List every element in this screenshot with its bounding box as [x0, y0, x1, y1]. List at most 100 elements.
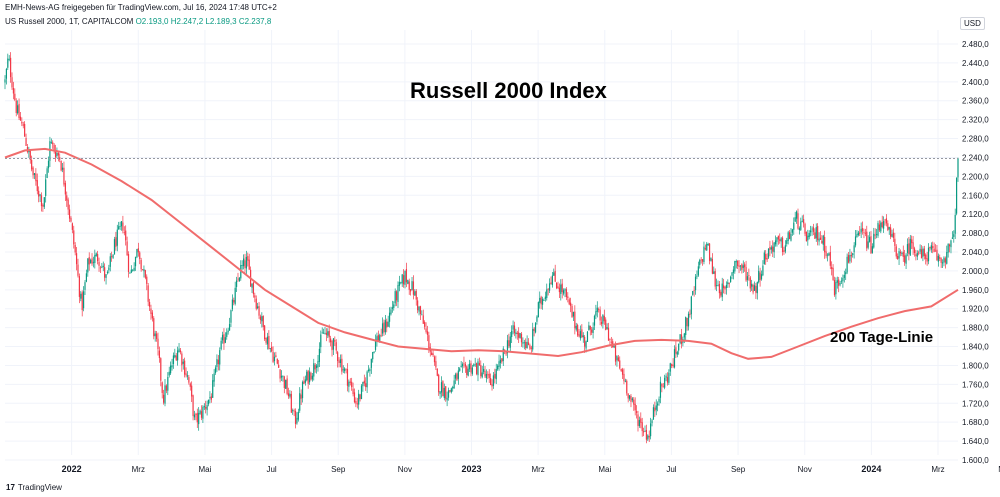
- candle-body: [388, 312, 391, 322]
- x-tick-label: Nov: [798, 465, 812, 474]
- candle-body: [287, 393, 290, 397]
- candle-body: [817, 225, 819, 241]
- candle-body: [518, 332, 520, 338]
- candle-body: [701, 259, 704, 262]
- candle-body: [377, 335, 379, 341]
- candle-body: [252, 282, 255, 295]
- candle-body: [380, 334, 382, 336]
- candle-body: [92, 261, 95, 263]
- candle-body: [219, 350, 221, 365]
- candle-body: [278, 364, 280, 368]
- y-axis: 2.480,0 2.440,0 2.400,0 2.360,0 2.320,0 2.280…: [962, 40, 989, 465]
- candle-body: [951, 237, 953, 239]
- candle-body: [404, 270, 406, 285]
- candle-body: [644, 430, 646, 432]
- candle-body: [868, 237, 871, 242]
- candle-body: [233, 299, 235, 303]
- candle-body: [753, 285, 756, 291]
- candle-body: [266, 336, 269, 345]
- candle-body: [756, 281, 758, 294]
- candle-body: [650, 423, 652, 437]
- candle-body: [849, 254, 851, 262]
- candle-body: [445, 386, 447, 399]
- candle-body: [835, 282, 837, 295]
- candle-body: [894, 238, 896, 246]
- candle-body: [471, 367, 473, 374]
- candle-body: [339, 359, 342, 363]
- candle-body: [262, 315, 264, 328]
- candle-body: [864, 232, 866, 234]
- candle-body: [567, 296, 569, 298]
- candle-body: [803, 219, 805, 224]
- y-tick-label: 1.760,0: [962, 380, 989, 389]
- tradingview-logo[interactable]: 17 TradingView: [6, 483, 62, 492]
- candle-body: [624, 380, 626, 382]
- candle-body: [351, 381, 353, 388]
- candle-body: [33, 173, 36, 175]
- y-tick-label: 2.120,0: [962, 210, 989, 219]
- candle-body: [170, 365, 172, 374]
- candle-body: [623, 373, 625, 382]
- candle-body: [941, 262, 944, 264]
- candle-body: [401, 274, 403, 284]
- candle-body: [335, 342, 337, 351]
- candle-body: [108, 267, 110, 271]
- candle-body: [346, 369, 349, 386]
- candle-body: [560, 284, 562, 294]
- candle-body: [536, 316, 538, 322]
- candle-body: [210, 396, 212, 400]
- candle-body: [689, 313, 691, 315]
- candle-body: [686, 317, 688, 327]
- y-tick-label: 2.080,0: [962, 229, 989, 238]
- candle-body: [800, 221, 802, 230]
- candle-body: [564, 289, 566, 291]
- x-tick-label: Jul: [666, 465, 676, 474]
- candle-body: [313, 363, 315, 377]
- candle-body: [563, 290, 565, 294]
- candle-body: [881, 221, 883, 228]
- candle-body: [679, 334, 681, 344]
- candle-body: [554, 271, 556, 282]
- candle-body: [470, 363, 472, 373]
- candle-body: [839, 283, 841, 285]
- candle-body: [598, 309, 600, 311]
- candle-body: [878, 224, 881, 231]
- candle-body: [539, 297, 541, 303]
- candle-body: [198, 412, 200, 425]
- candle-body: [273, 356, 276, 362]
- low-value: L2.189,3: [205, 17, 237, 26]
- candle-body: [925, 254, 927, 259]
- candle-body: [318, 348, 320, 362]
- candle-body: [853, 245, 855, 253]
- candle-body: [447, 390, 450, 398]
- candle-body: [150, 308, 152, 314]
- x-tick-label: Mai: [598, 465, 611, 474]
- candle-body: [626, 380, 628, 394]
- candle-body: [185, 373, 187, 376]
- candle-body: [483, 368, 485, 372]
- candle-body: [495, 369, 497, 380]
- candle-body: [164, 385, 166, 404]
- candle-body: [234, 287, 236, 304]
- candle-body: [202, 406, 204, 419]
- candle-body: [179, 350, 182, 353]
- candle-body: [630, 395, 632, 403]
- candle-body: [91, 258, 93, 265]
- candle-body: [290, 393, 292, 413]
- candle-body: [561, 283, 563, 293]
- candle-body: [589, 325, 591, 330]
- candle-body: [762, 265, 764, 276]
- candle-body: [129, 272, 131, 274]
- candle-body: [452, 387, 454, 389]
- candle-body: [130, 269, 132, 273]
- candle-body: [673, 349, 676, 368]
- candle-body: [102, 265, 104, 268]
- candle-body: [890, 227, 892, 237]
- candle-body: [885, 218, 888, 224]
- candle-body: [955, 177, 958, 214]
- currency-button[interactable]: USD: [960, 17, 985, 30]
- candle-body: [798, 228, 801, 231]
- candle-body: [56, 152, 58, 157]
- candle-body: [808, 233, 810, 238]
